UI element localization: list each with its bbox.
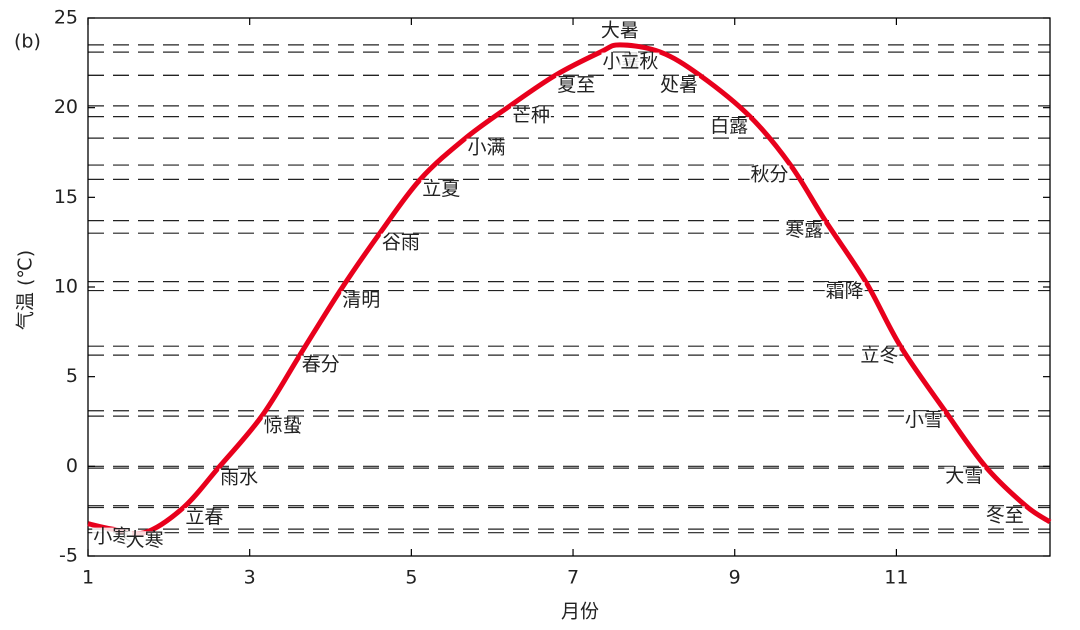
term-label: 大暑 — [601, 19, 639, 41]
term-label: 白露 — [710, 115, 748, 137]
label-background — [124, 531, 165, 550]
y-tick-label: 15 — [54, 186, 78, 208]
y-tick-label: 25 — [54, 7, 78, 29]
term-label-group: 大寒 — [124, 529, 165, 551]
term-label-group: 大暑 — [599, 19, 640, 41]
term-label: 雨水 — [220, 467, 258, 489]
label-background — [984, 506, 1025, 525]
term-label: 立秋 — [620, 51, 658, 73]
label-background — [421, 179, 462, 198]
label-background — [709, 117, 750, 136]
y-axis-label: 气温 (℃) — [15, 250, 37, 330]
label-background — [341, 291, 382, 310]
label-background — [219, 468, 260, 487]
term-label-group: 处暑 — [658, 74, 699, 96]
term-label-group: 立夏 — [421, 178, 462, 200]
term-label-group: 寒露 — [784, 219, 825, 241]
label-background — [380, 233, 421, 252]
term-label-group: 霜降 — [824, 280, 865, 302]
term-label-group: 谷雨 — [380, 232, 421, 254]
term-label-group: 白露 — [709, 115, 750, 137]
term-label-group: 小雪 — [903, 409, 944, 431]
x-axis-label: 月份 — [561, 601, 599, 623]
term-label-group: 雨水 — [219, 467, 260, 489]
label-background — [658, 75, 699, 94]
term-label: 处暑 — [660, 74, 698, 96]
label-background — [510, 106, 552, 125]
term-label: 夏至 — [557, 74, 595, 96]
term-label-group: 冬至 — [984, 504, 1025, 526]
label-background — [749, 165, 790, 184]
temperature-line — [87, 42, 1052, 537]
term-label: 小满 — [468, 137, 506, 159]
x-tick-label: 9 — [729, 567, 741, 589]
label-background — [466, 138, 507, 157]
term-label-group: 芒种 — [510, 104, 552, 126]
term-label-group: 立秋 — [619, 51, 660, 73]
term-label: 大寒 — [126, 529, 164, 551]
term-label: 立春 — [185, 506, 223, 528]
x-tick-label: 7 — [567, 567, 579, 589]
label-background — [92, 527, 133, 546]
y-tick-label: 0 — [66, 455, 78, 477]
label-background — [300, 355, 341, 374]
term-label: 小寒 — [93, 526, 131, 548]
term-label-group: 小寒 — [92, 526, 133, 548]
term-label: 惊蛰 — [264, 415, 302, 437]
term-label: 芒种 — [512, 104, 550, 126]
term-label-group: 立冬 — [859, 345, 900, 367]
label-background — [903, 411, 944, 430]
label-background — [556, 75, 597, 94]
x-tick-label: 3 — [244, 567, 256, 589]
term-label: 霜降 — [826, 280, 864, 302]
term-label: 小雪 — [905, 409, 943, 431]
label-background — [859, 346, 900, 365]
term-label: 寒露 — [785, 219, 823, 241]
x-tick-label: 11 — [884, 567, 908, 589]
term-label: 大雪 — [945, 465, 983, 487]
term-label: 立冬 — [860, 345, 898, 367]
term-label-group: 清明 — [341, 289, 382, 311]
panel-label: (b) — [14, 31, 41, 53]
y-tick-label: 20 — [54, 96, 78, 118]
term-label-group: 大雪 — [944, 465, 985, 487]
label-background — [784, 221, 825, 240]
term-label: 谷雨 — [382, 232, 420, 254]
term-label: 春分 — [302, 354, 340, 376]
term-label-group: 立春 — [184, 506, 225, 528]
term-label-group: 春分 — [300, 354, 341, 376]
term-label: 清明 — [342, 289, 380, 311]
y-tick-label: 10 — [54, 276, 78, 298]
term-label-group: 惊蛰 — [262, 415, 303, 437]
term-label: 秋分 — [750, 164, 788, 186]
y-tick-label: -5 — [59, 545, 78, 567]
label-background — [184, 508, 225, 527]
label-background — [944, 466, 985, 485]
label-background — [262, 416, 303, 435]
term-label: 冬至 — [986, 504, 1024, 526]
label-background — [824, 282, 865, 301]
term-label: 立夏 — [422, 178, 460, 200]
label-background — [599, 21, 640, 40]
term-label-group: 秋分 — [749, 164, 790, 186]
label-background — [619, 52, 660, 71]
term-label-group: 夏至 — [556, 74, 597, 96]
term-label-group: 小满 — [466, 137, 507, 159]
x-tick-label: 1 — [82, 567, 94, 589]
x-tick-label: 5 — [405, 567, 417, 589]
y-tick-label: 5 — [66, 365, 78, 387]
